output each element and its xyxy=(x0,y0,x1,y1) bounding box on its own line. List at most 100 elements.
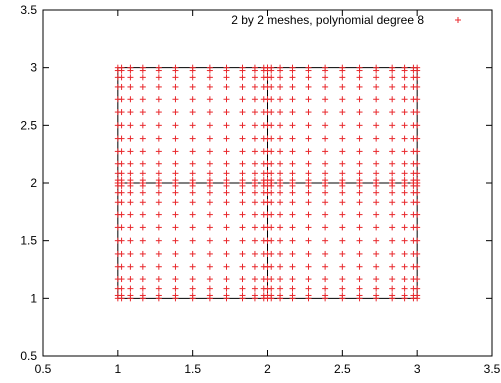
data-point xyxy=(356,135,363,142)
data-point xyxy=(139,109,146,116)
data-point xyxy=(155,250,162,257)
data-point xyxy=(268,211,275,218)
data-point xyxy=(127,160,134,167)
data-point xyxy=(414,189,421,196)
data-point xyxy=(339,148,346,155)
data-point xyxy=(268,160,275,167)
data-point xyxy=(206,109,213,116)
data-point xyxy=(289,74,296,81)
data-point xyxy=(305,96,312,103)
data-point xyxy=(389,160,396,167)
data-point xyxy=(139,96,146,103)
data-point xyxy=(289,135,296,142)
data-point xyxy=(127,250,134,257)
data-point xyxy=(118,263,125,270)
data-point xyxy=(289,199,296,206)
data-point xyxy=(339,83,346,90)
data-point xyxy=(118,237,125,244)
data-point xyxy=(206,292,213,299)
data-point xyxy=(356,160,363,167)
data-point xyxy=(251,237,258,244)
data-point xyxy=(139,177,146,184)
data-point xyxy=(289,148,296,155)
data-point xyxy=(401,96,408,103)
data-point xyxy=(356,109,363,116)
data-point xyxy=(339,160,346,167)
data-point xyxy=(339,263,346,270)
data-point xyxy=(139,224,146,231)
data-point xyxy=(356,96,363,103)
data-point xyxy=(389,148,396,155)
data-point xyxy=(155,64,162,71)
data-point xyxy=(268,199,275,206)
data-point xyxy=(389,250,396,257)
data-points xyxy=(114,64,421,302)
data-point xyxy=(118,189,125,196)
data-point xyxy=(223,292,230,299)
data-point xyxy=(251,148,258,155)
data-point xyxy=(251,64,258,71)
data-point xyxy=(277,211,284,218)
data-point xyxy=(139,170,146,177)
data-point xyxy=(289,237,296,244)
data-point xyxy=(223,160,230,167)
data-point xyxy=(268,170,275,177)
data-point xyxy=(172,83,179,90)
data-point xyxy=(127,74,134,81)
data-point xyxy=(339,122,346,129)
data-point xyxy=(139,211,146,218)
data-point xyxy=(206,96,213,103)
data-point xyxy=(189,292,196,299)
data-point xyxy=(322,170,329,177)
data-point xyxy=(356,170,363,177)
data-point xyxy=(239,285,246,292)
data-point xyxy=(414,83,421,90)
data-point xyxy=(305,64,312,71)
data-point xyxy=(277,96,284,103)
data-point xyxy=(155,276,162,283)
data-point xyxy=(389,135,396,142)
data-point xyxy=(172,276,179,283)
data-point xyxy=(401,199,408,206)
data-point xyxy=(401,83,408,90)
data-point xyxy=(268,109,275,116)
data-point xyxy=(139,189,146,196)
data-point xyxy=(251,135,258,142)
data-point xyxy=(339,135,346,142)
data-point xyxy=(206,250,213,257)
data-point xyxy=(401,64,408,71)
data-point xyxy=(189,250,196,257)
data-point xyxy=(277,250,284,257)
data-point xyxy=(268,285,275,292)
data-point xyxy=(206,276,213,283)
data-point xyxy=(289,109,296,116)
data-point xyxy=(305,189,312,196)
data-point xyxy=(322,83,329,90)
data-point xyxy=(356,276,363,283)
data-point xyxy=(118,83,125,90)
data-point xyxy=(239,263,246,270)
data-point xyxy=(206,148,213,155)
data-point xyxy=(189,135,196,142)
data-point xyxy=(389,237,396,244)
data-point xyxy=(139,276,146,283)
data-point xyxy=(414,250,421,257)
data-point xyxy=(289,64,296,71)
data-point xyxy=(389,96,396,103)
data-point xyxy=(414,237,421,244)
data-point xyxy=(401,122,408,129)
data-point xyxy=(268,135,275,142)
data-point xyxy=(223,148,230,155)
data-point xyxy=(118,170,125,177)
data-point xyxy=(389,74,396,81)
data-point xyxy=(356,148,363,155)
data-point xyxy=(127,177,134,184)
data-point xyxy=(206,160,213,167)
data-point xyxy=(389,109,396,116)
data-point xyxy=(251,160,258,167)
data-point xyxy=(127,211,134,218)
data-point xyxy=(414,135,421,142)
data-point xyxy=(268,177,275,184)
data-point xyxy=(127,122,134,129)
data-point xyxy=(414,224,421,231)
